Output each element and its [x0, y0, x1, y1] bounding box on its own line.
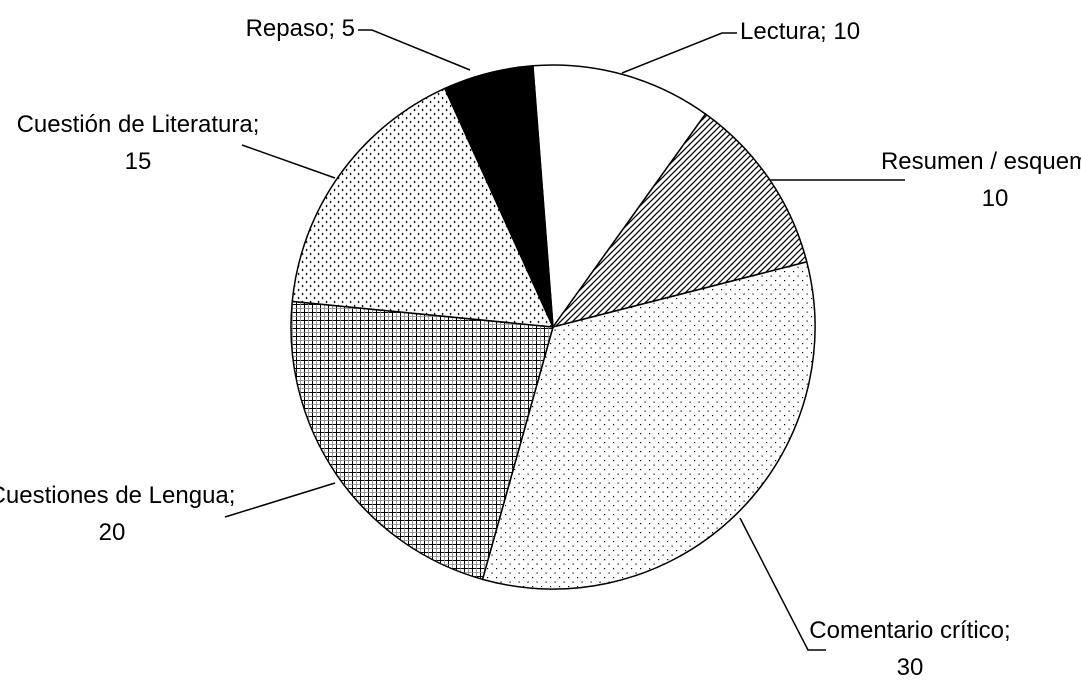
pie-slice: Cuestiones de Lengua — [290, 300, 554, 581]
label-line: 15 — [125, 148, 152, 175]
data-label: Repaso; 5 — [246, 15, 355, 42]
label-line: 30 — [897, 654, 924, 681]
label-line: 10 — [982, 185, 1009, 212]
pie-slice: Lectura — [532, 64, 707, 330]
label-line: 20 — [99, 519, 126, 546]
data-label: Cuestión de Literatura; 15 — [17, 111, 260, 175]
data-label: Lectura; 10 — [740, 18, 860, 45]
label-line: Cuestión de Literatura; — [17, 111, 260, 138]
data-label: Cuestiones de Lengua; 20 — [0, 482, 235, 546]
label-line: Resumen / esquema; — [881, 148, 1081, 175]
leader-line — [358, 29, 471, 71]
leader-line — [621, 32, 737, 74]
pie-slice: Resumen / esquema — [551, 112, 808, 329]
data-label: Comentario crítico; 30 — [809, 617, 1010, 681]
pie-slice: Comentario crítico — [481, 260, 816, 590]
label-line: Comentario crítico; — [809, 617, 1010, 644]
data-label: Resumen / esquema; 10 — [881, 148, 1081, 212]
pie-slice: Repaso — [443, 64, 554, 328]
label-line: Lectura; 10 — [740, 18, 860, 45]
pie-slice: Cuestión de Literatura — [291, 87, 555, 328]
label-line: Repaso; 5 — [246, 15, 355, 42]
leader-line — [224, 482, 336, 518]
label-line: Cuestiones de Lengua; — [0, 482, 235, 509]
leader-line — [739, 517, 826, 651]
leader-line — [241, 144, 336, 179]
